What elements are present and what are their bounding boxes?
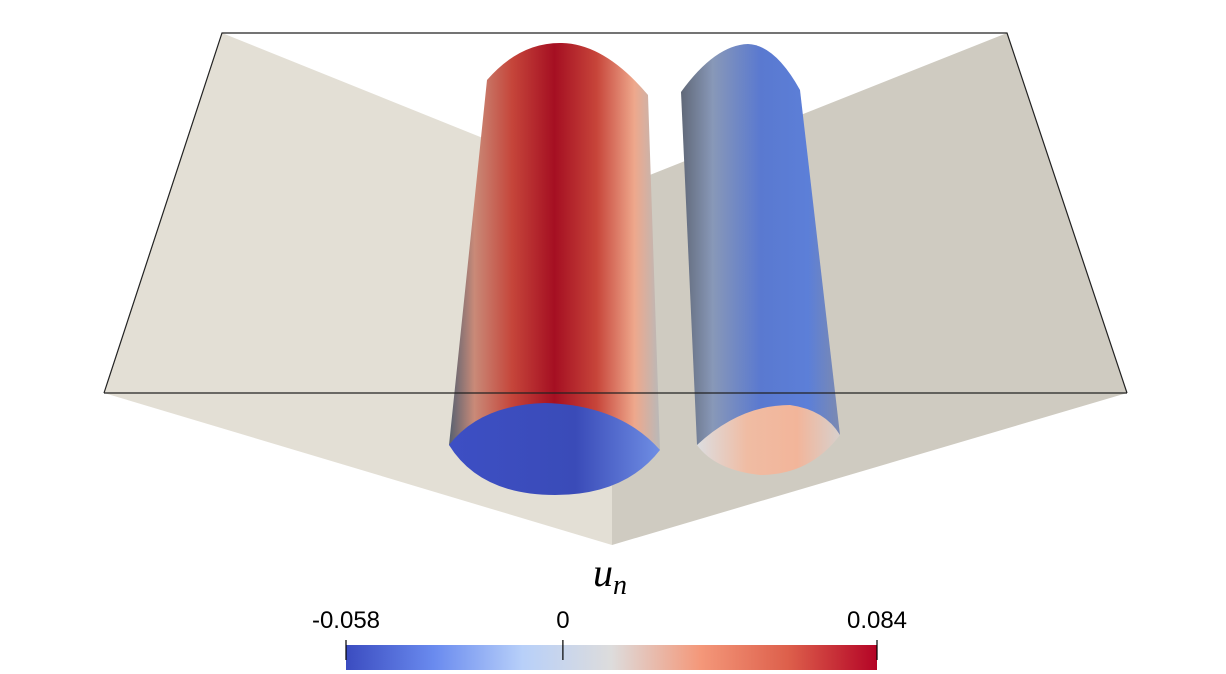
plane-edge: [103, 32, 1128, 394]
colorbar-label: un: [593, 550, 627, 601]
red-cylinder: [449, 42, 660, 450]
label-symbol: u: [593, 550, 613, 595]
colorbar: [346, 645, 877, 670]
peach-cap: [697, 405, 840, 475]
tick-label: 0.084: [847, 607, 907, 634]
blue-cap: [449, 403, 660, 495]
tick-label: 0: [556, 607, 569, 634]
tick-label: -0.058: [312, 607, 380, 634]
label-subscript: n: [613, 570, 627, 601]
blue-cylinder: [681, 44, 840, 445]
